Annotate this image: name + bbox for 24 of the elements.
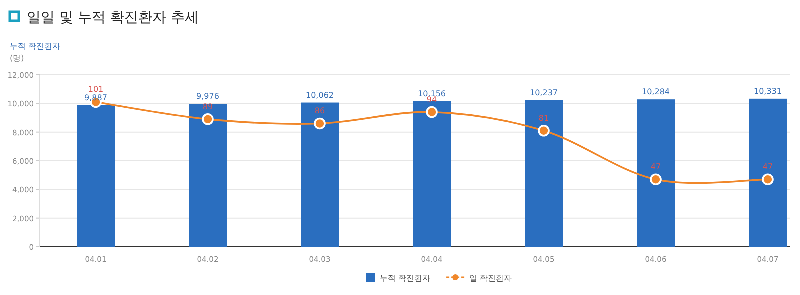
- point: [762, 174, 774, 186]
- data-label: 89: [202, 102, 214, 112]
- legend-label: 일 확진환자: [470, 274, 512, 283]
- data-label: 10,156: [418, 89, 446, 98]
- data-label: 47: [762, 162, 774, 172]
- data-label: 81: [538, 114, 550, 123]
- data-label: 10,284: [642, 88, 670, 97]
- point: [650, 174, 662, 186]
- y-axis-title: 누적 확진환자: [10, 42, 61, 51]
- data-label: 9,887: [84, 93, 108, 102]
- chart-title: 일일 및 누적 확진환자 추세: [27, 10, 199, 26]
- data-label: 10,062: [306, 90, 334, 100]
- data-label: 10,331: [754, 86, 782, 96]
- data-label: 10,237: [530, 88, 558, 98]
- text: (명): [10, 54, 24, 63]
- point: [538, 125, 550, 137]
- point: [202, 114, 214, 126]
- data-label: 86: [314, 106, 326, 116]
- point: [314, 118, 326, 130]
- legend-label: 누적 확진환자: [380, 274, 431, 283]
- data-label: 101: [88, 85, 104, 94]
- data-label: 9,976: [196, 92, 220, 102]
- data-label: 47: [650, 162, 662, 172]
- point: [426, 106, 438, 118]
